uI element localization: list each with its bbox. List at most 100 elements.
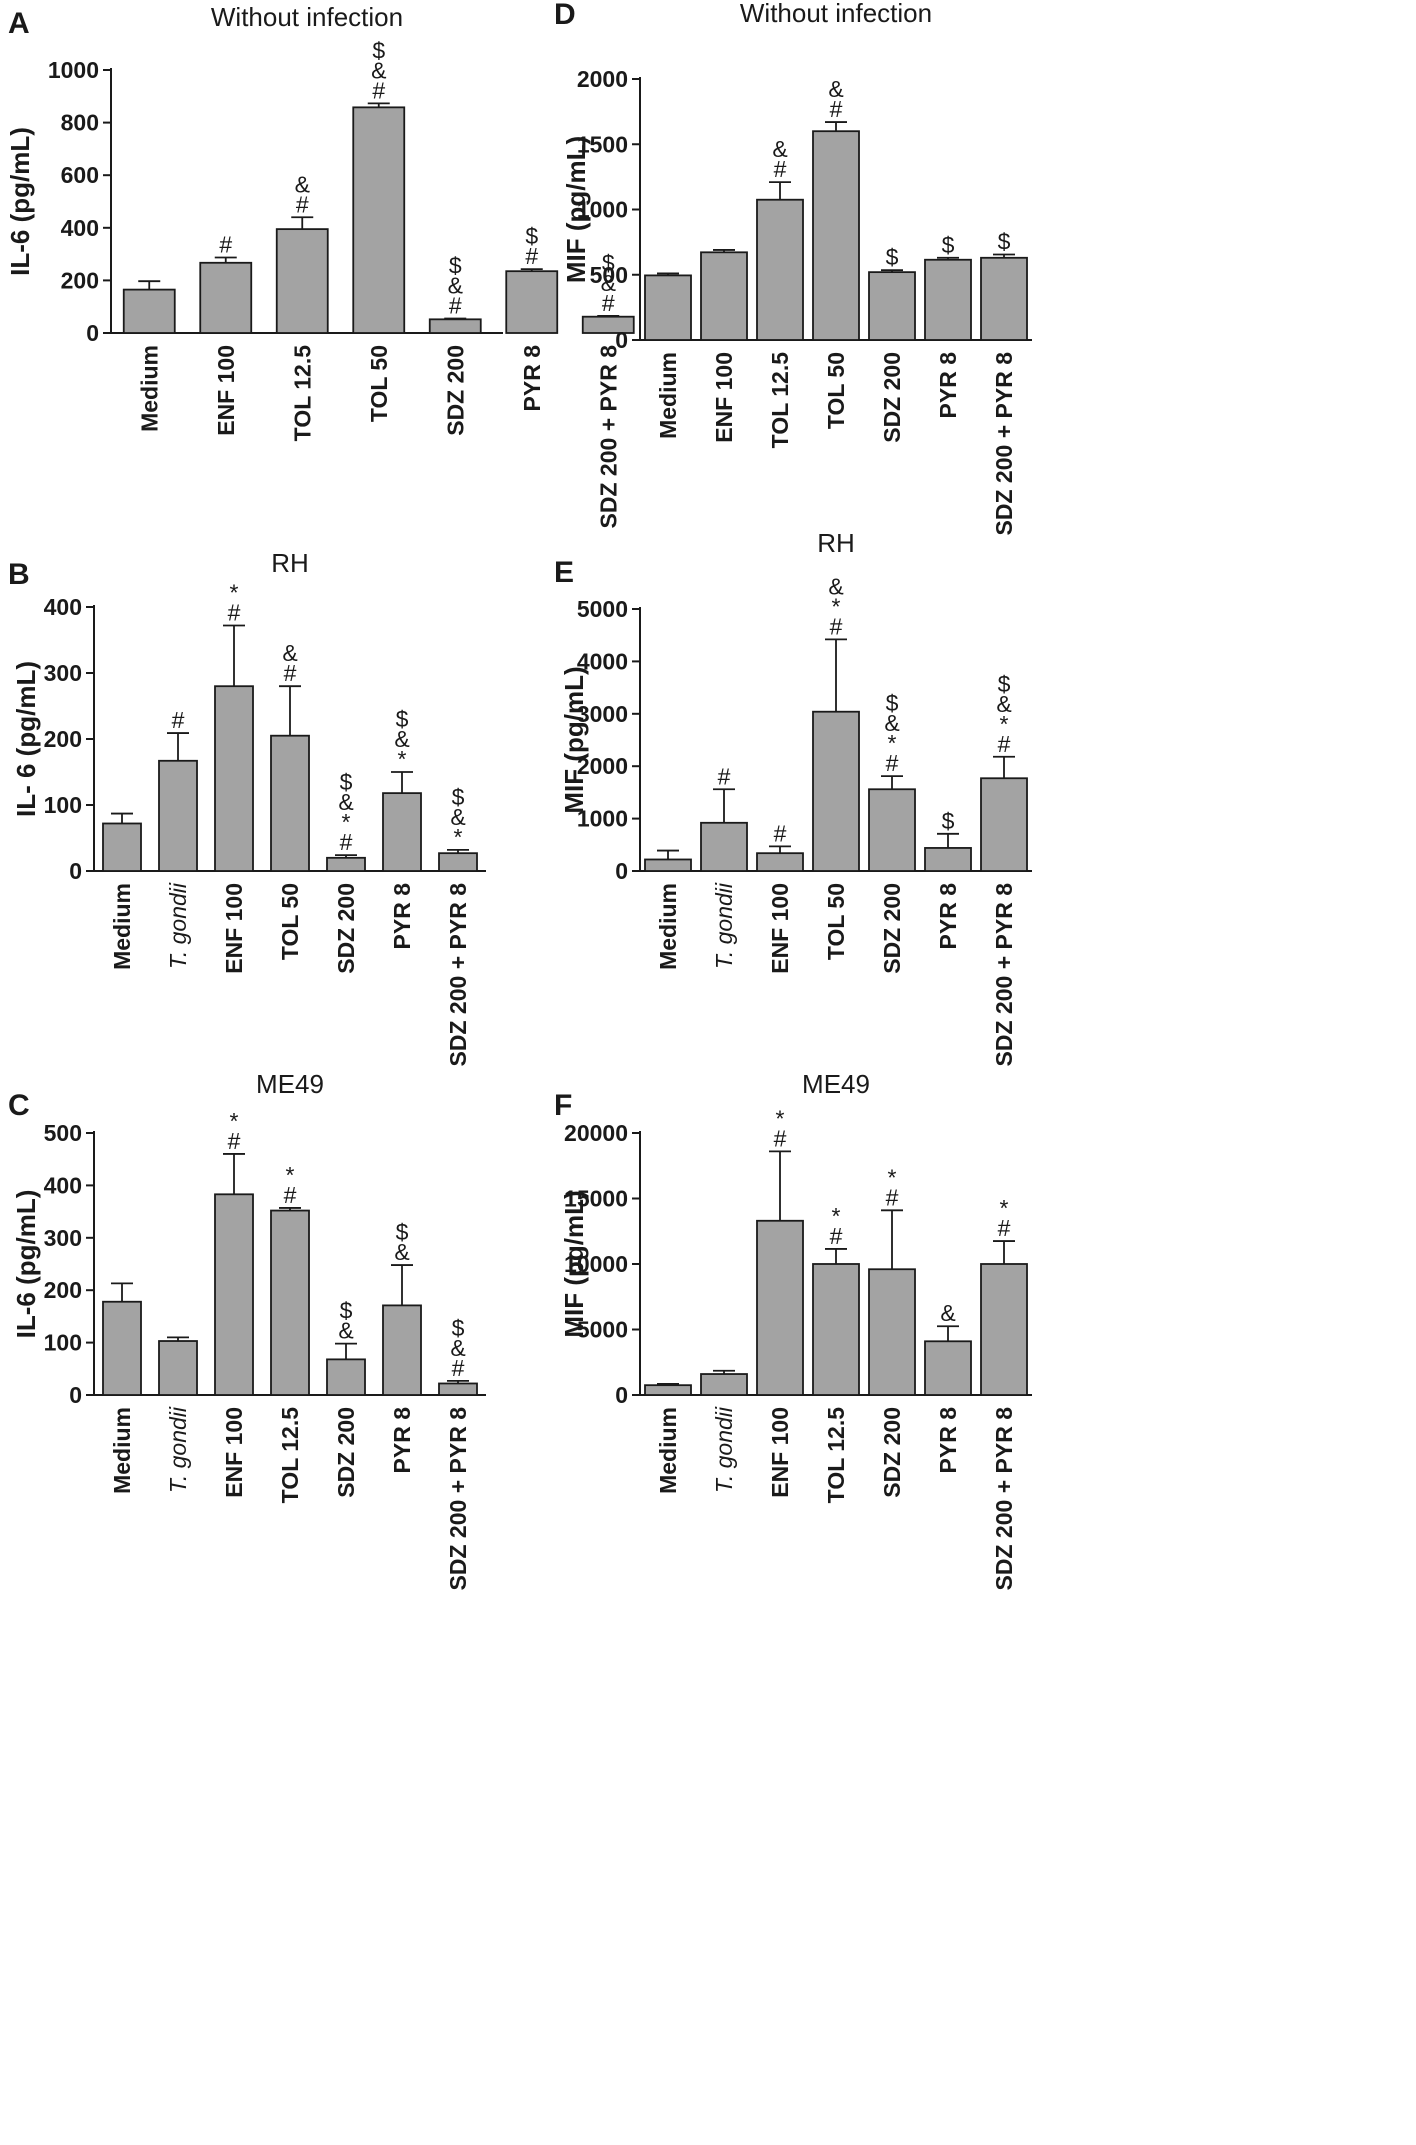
bar [382, 792, 422, 872]
significance-label: # [296, 191, 309, 217]
y-tick-label: 4000 [577, 648, 628, 674]
significance-label: & [394, 1239, 409, 1265]
bar [700, 1373, 748, 1396]
bar [382, 1304, 422, 1396]
x-tick-label: T. gondii [711, 882, 737, 969]
significance-label: # [718, 763, 731, 789]
bar [326, 1358, 366, 1396]
y-axis-label: MIF (pg/mL) [559, 1190, 589, 1337]
significance-label: # [886, 1184, 899, 1210]
bar [122, 288, 176, 334]
bar [868, 271, 916, 341]
significance-label: * [1000, 1195, 1009, 1221]
bar [102, 1300, 142, 1396]
significance-label: # [172, 707, 185, 733]
x-tick-label: PYR 8 [519, 345, 545, 412]
significance-label: $ [942, 808, 955, 834]
chart-panel-c: C ME49 IL-6 (pg/mL) 0 100 200 300 400 500 Medium T… [8, 1069, 486, 1590]
y-tick-label: 0 [615, 327, 628, 353]
y-tick-label: 200 [44, 1277, 82, 1303]
significance-label: # [774, 156, 787, 182]
y-tick-label: 200 [61, 267, 99, 293]
x-tick-label: Medium [109, 883, 135, 970]
y-axis-label: IL-6 (pg/mL) [11, 1190, 41, 1339]
significance-label: # [830, 96, 843, 122]
bar [326, 856, 366, 872]
x-tick-label: Medium [136, 345, 162, 432]
significance-label: & [371, 57, 386, 83]
y-tick-label: 100 [44, 1330, 82, 1356]
bar [756, 198, 804, 341]
bar [158, 1340, 198, 1396]
bar [214, 685, 254, 872]
significance-label: * [342, 809, 351, 835]
x-tick-label: TOL 50 [823, 883, 849, 960]
x-tick-label: ENF 100 [711, 352, 737, 443]
chart-panel-f: F ME49 MIF (pg/mL) 0 5000 10000 15000 20000 Medi… [554, 1069, 1032, 1590]
y-tick-label: 2000 [577, 753, 628, 779]
y-tick-label: 3000 [577, 701, 628, 727]
significance-label: # [449, 293, 462, 319]
significance-label: * [230, 579, 239, 605]
significance-label: $ [340, 769, 353, 795]
significance-label: # [886, 750, 899, 776]
significance-label: $ [452, 784, 465, 810]
significance-label: * [398, 746, 407, 772]
bar [438, 1382, 478, 1396]
y-tick-label: 10000 [564, 1251, 628, 1277]
y-tick-label: 500 [44, 1120, 82, 1146]
bar [812, 130, 860, 341]
significance-label: # [340, 829, 353, 855]
y-tick-label: 5000 [577, 596, 628, 622]
x-tick-label: SDZ 200 + PYR 8 [991, 1407, 1017, 1591]
y-tick-label: 400 [44, 1172, 82, 1198]
bar [270, 734, 310, 872]
bar [644, 858, 692, 872]
y-tick-label: 400 [61, 215, 99, 241]
significance-label: & [450, 804, 465, 830]
significance-label: * [832, 593, 841, 619]
bar [158, 759, 198, 872]
x-tick-label: PYR 8 [389, 883, 415, 950]
significance-label: $ [340, 1298, 353, 1324]
bar [868, 1268, 916, 1396]
significance-label: & [601, 270, 616, 296]
significance-label: $ [452, 1315, 465, 1341]
significance-label: & [828, 76, 843, 102]
significance-label: # [219, 232, 232, 258]
chart-title: Without infection [211, 2, 403, 32]
y-tick-label: 400 [44, 594, 82, 620]
x-tick-label: SDZ 200 [333, 1407, 359, 1498]
y-tick-label: 0 [69, 1382, 82, 1408]
significance-label: * [832, 1203, 841, 1229]
x-tick-label: SDZ 200 [879, 352, 905, 443]
y-tick-label: 600 [61, 162, 99, 188]
bar [980, 256, 1028, 341]
significance-label: $ [602, 250, 615, 276]
y-axis-label: IL- 6 (pg/mL) [11, 661, 41, 817]
x-tick-label: SDZ 200 [442, 345, 468, 436]
bar [700, 251, 748, 341]
y-tick-label: 500 [590, 262, 628, 288]
significance-label: * [776, 1105, 785, 1131]
x-tick-label: T. gondii [165, 1406, 191, 1493]
bar [756, 852, 804, 872]
panel-letter: E [554, 556, 574, 589]
y-tick-label: 1000 [577, 806, 628, 832]
significance-label: & [828, 573, 843, 599]
x-tick-label: T. gondii [165, 882, 191, 969]
panel-letter: A [8, 7, 30, 40]
x-tick-label: ENF 100 [221, 883, 247, 974]
x-tick-label: TOL 12.5 [277, 1407, 303, 1504]
bar [102, 822, 142, 872]
significance-label: & [884, 710, 899, 736]
significance-label: & [282, 640, 297, 666]
significance-label: & [295, 171, 310, 197]
significance-label: * [286, 1162, 295, 1188]
significance-label: & [772, 136, 787, 162]
bar [270, 1209, 310, 1396]
significance-label: # [228, 599, 241, 625]
bar [505, 270, 559, 334]
significance-label: $ [886, 244, 899, 270]
